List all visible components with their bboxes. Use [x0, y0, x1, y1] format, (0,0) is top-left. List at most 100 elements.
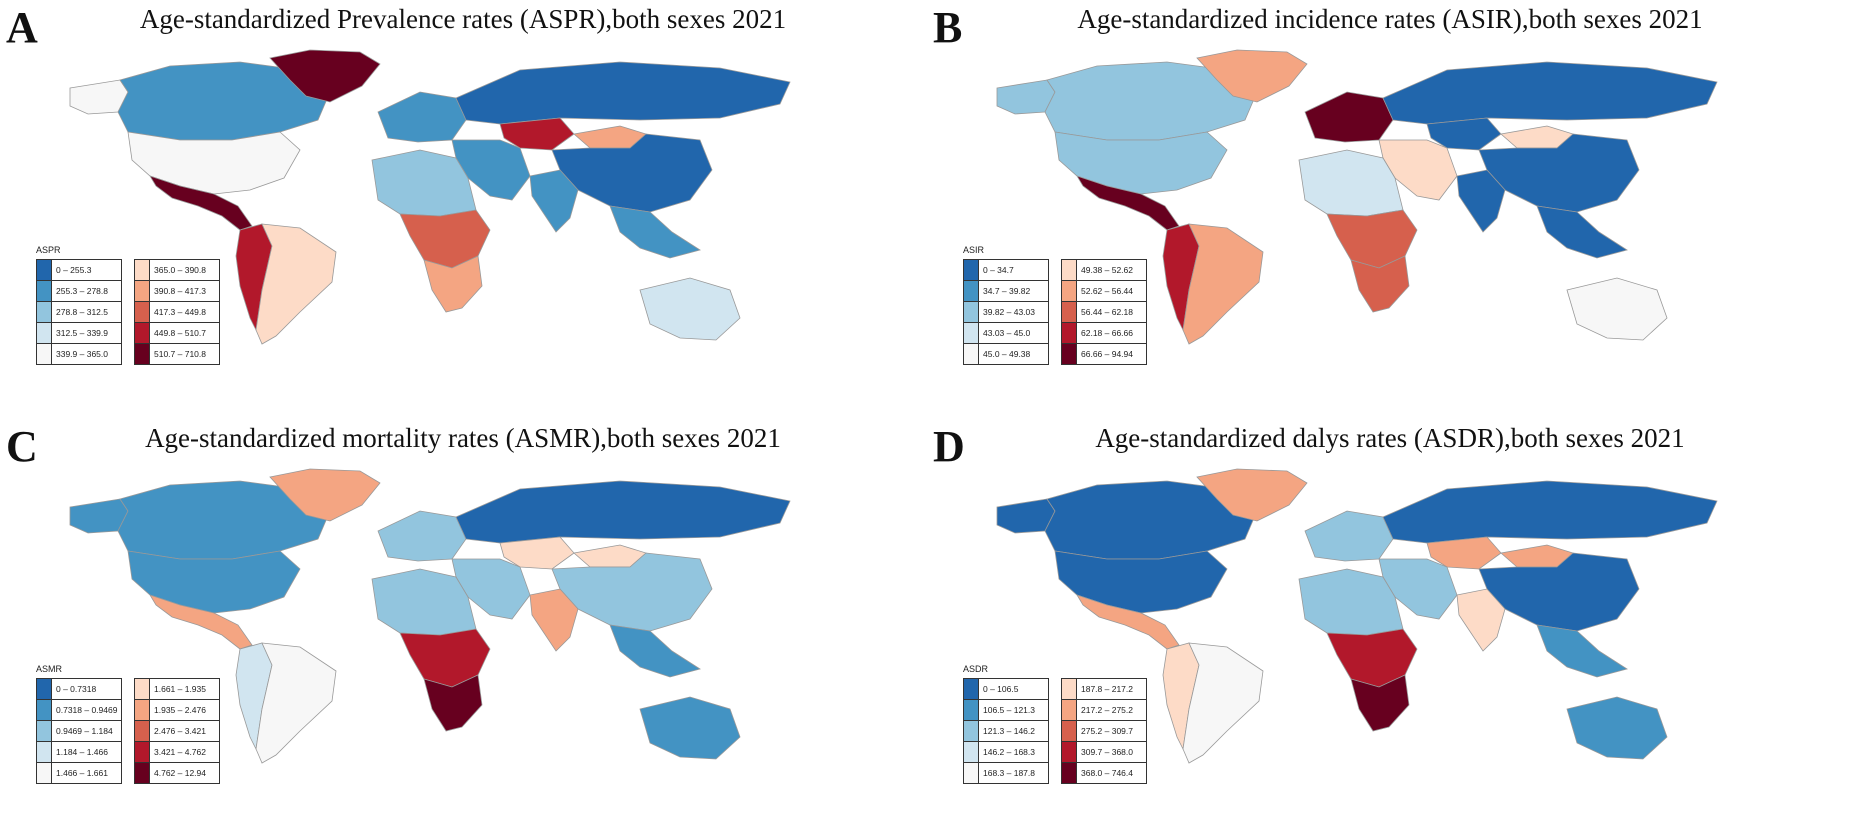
map-regions: [69, 468, 791, 764]
legend-label: 66.66 – 94.94: [1081, 349, 1133, 359]
legend-item: 312.5 – 339.9: [36, 322, 122, 344]
legend-label: 365.0 – 390.8: [154, 265, 206, 275]
legend-swatch: [135, 302, 150, 322]
legend-item: 52.62 – 56.44: [1061, 280, 1147, 302]
legend-item: 187.8 – 217.2: [1061, 678, 1147, 700]
legend-label: 2.476 – 3.421: [154, 726, 206, 736]
world-map-a: [69, 49, 791, 345]
region-se-asia: [1536, 205, 1628, 259]
legend-item: 1.184 – 1.466: [36, 741, 122, 763]
legend-swatch: [135, 679, 150, 699]
legend-label: 368.0 – 746.4: [1081, 768, 1133, 778]
legend-label: 4.762 – 12.94: [154, 768, 206, 778]
legend-swatch: [1062, 721, 1077, 741]
legend-item: 3.421 – 4.762: [134, 741, 220, 763]
region-south-america: [1182, 642, 1264, 764]
legend-label: 106.5 – 121.3: [983, 705, 1035, 715]
panel-letter: B: [933, 3, 963, 52]
panel-a: A Age-standardized Prevalence rates (ASP…: [0, 0, 926, 418]
legend-swatch: [37, 281, 52, 301]
panel-b: B Age-standardized incidence rates (ASIR…: [927, 0, 1853, 418]
region-se-asia: [1536, 624, 1628, 678]
legend-item: 106.5 – 121.3: [963, 699, 1049, 721]
panel-title: Age-standardized incidence rates (ASIR),…: [1077, 4, 1703, 34]
legend-swatch: [964, 323, 979, 343]
legend-item: 0 – 0.7318: [36, 678, 122, 700]
legend-swatch: [135, 742, 150, 762]
legend-column: 1.661 – 1.935 1.935 – 2.476 2.476 – 3.421 3…: [134, 678, 220, 784]
region-europe: [1304, 510, 1394, 562]
legend-swatch: [135, 763, 150, 783]
region-africa-south: [423, 674, 483, 732]
legend-item: 339.9 – 365.0: [36, 343, 122, 365]
legend-label: 0.9469 – 1.184: [56, 726, 113, 736]
legend-item: 278.8 – 312.5: [36, 301, 122, 323]
legend-item: 66.66 – 94.94: [1061, 343, 1147, 365]
legend-swatch: [1062, 763, 1077, 783]
panel-title: Age-standardized mortality rates (ASMR),…: [145, 423, 781, 453]
legend-item: 1.661 – 1.935: [134, 678, 220, 700]
legend-label: 146.2 – 168.3: [983, 747, 1035, 757]
legend-label: 0 – 0.7318: [56, 684, 97, 694]
world-map-b: [996, 49, 1718, 345]
legend-label: 39.82 – 43.03: [983, 307, 1035, 317]
region-se-asia: [609, 624, 701, 678]
legend-swatch: [135, 344, 150, 364]
legend-item: 0.9469 – 1.184: [36, 720, 122, 742]
legend-item: 510.7 – 710.8: [134, 343, 220, 365]
legend-item: 146.2 – 168.3: [963, 741, 1049, 763]
region-greenland: [1196, 468, 1308, 522]
legend-label: 0.7318 – 0.9469: [56, 705, 118, 715]
legend-column: 0 – 106.5 106.5 – 121.3 121.3 – 146.2 146.2…: [963, 678, 1049, 784]
region-india: [529, 169, 579, 233]
legend-column: 0 – 255.3 255.3 – 278.8 278.8 – 312.5 312.5…: [36, 259, 122, 365]
legend-swatch: [1062, 700, 1077, 720]
legend-label: 34.7 – 39.82: [983, 286, 1031, 296]
region-australia: [1566, 277, 1668, 341]
legend-swatch: [135, 281, 150, 301]
region-usa: [127, 550, 301, 614]
legend-label: 168.3 – 187.8: [983, 768, 1035, 778]
legend-label: 45.0 – 49.38: [983, 349, 1031, 359]
legend-item: 2.476 – 3.421: [134, 720, 220, 742]
legend-item: 121.3 – 146.2: [963, 720, 1049, 742]
region-australia: [639, 277, 741, 341]
region-russia: [1382, 480, 1718, 544]
legend-label: 217.2 – 275.2: [1081, 705, 1133, 715]
region-greenland: [269, 49, 381, 103]
legend-item: 255.3 – 278.8: [36, 280, 122, 302]
region-africa-south: [1350, 674, 1410, 732]
legend-label: 255.3 – 278.8: [56, 286, 108, 296]
legend-swatch: [1062, 344, 1077, 364]
region-usa: [127, 131, 301, 195]
panel-d: D Age-standardized dalys rates (ASDR),bo…: [927, 419, 1853, 837]
legend-label: 390.8 – 417.3: [154, 286, 206, 296]
region-australia: [1566, 696, 1668, 760]
legend-column: 365.0 – 390.8 390.8 – 417.3 417.3 – 449.8 4…: [134, 259, 220, 365]
legend-item: 43.03 – 45.0: [963, 322, 1049, 344]
legend-label: 0 – 255.3: [56, 265, 92, 275]
legend-item: 0 – 106.5: [963, 678, 1049, 700]
region-greenland: [1196, 49, 1308, 103]
legend-column: 0 – 0.7318 0.7318 – 0.9469 0.9469 – 1.184 1…: [36, 678, 122, 784]
panel-title: Age-standardized dalys rates (ASDR),both…: [1095, 423, 1685, 453]
legend-item: 0.7318 – 0.9469: [36, 699, 122, 721]
legend-label: 339.9 – 365.0: [56, 349, 108, 359]
legend-label: 56.44 – 62.18: [1081, 307, 1133, 317]
region-se-asia: [609, 205, 701, 259]
legend-swatch: [1062, 742, 1077, 762]
legend-item: 4.762 – 12.94: [134, 762, 220, 784]
legend-item: 0 – 255.3: [36, 259, 122, 281]
legend-label: 309.7 – 368.0: [1081, 747, 1133, 757]
panel-c: C Age-standardized mortality rates (ASMR…: [0, 419, 926, 837]
legend-item: 449.8 – 510.7: [134, 322, 220, 344]
legend-swatch: [37, 323, 52, 343]
legend-swatch: [1062, 323, 1077, 343]
region-south-america: [255, 223, 337, 345]
legend-swatch: [135, 323, 150, 343]
region-usa: [1054, 131, 1228, 195]
legend-title: ASDR: [963, 664, 989, 674]
legend-item: 365.0 – 390.8: [134, 259, 220, 281]
legend-swatch: [964, 679, 979, 699]
map-regions: [996, 468, 1718, 764]
